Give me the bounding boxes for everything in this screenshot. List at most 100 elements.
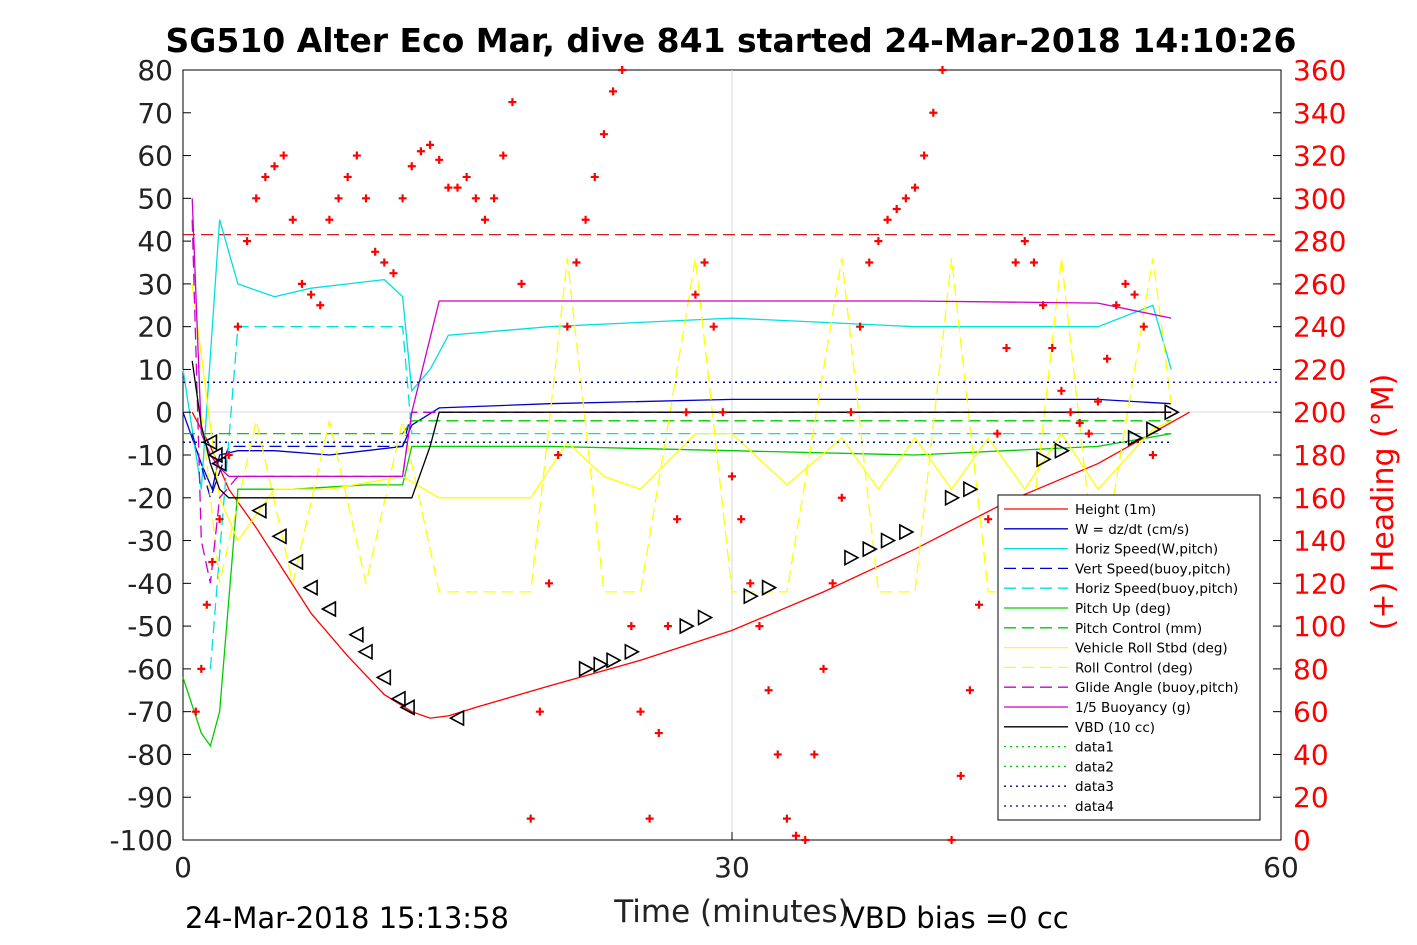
heading-point [1112,301,1121,310]
heading-point [197,664,206,673]
heading-point [673,515,682,524]
heading-point [1048,344,1057,353]
height-marker [348,626,364,644]
heading-point [1148,451,1157,459]
heading-point [590,172,599,181]
height-marker [697,609,714,626]
heading-point [682,408,691,417]
heading-point [572,258,581,267]
legend-label: Glide Angle (buoy,pitch) [1075,680,1239,696]
y-tick-label: 70 [137,97,173,130]
heading-point [1121,279,1130,288]
heading-point [892,205,901,214]
height-marker [287,553,304,571]
y-right-tick-label: 0 [1293,824,1311,857]
legend: Height (1m) W = dz/dt (cm/s) Horiz Speed(W… [997,494,1261,821]
heading-point [764,686,773,695]
legend-label: Height (1m) [1075,502,1156,518]
series-1-5-buoyancy-g [191,198,1172,478]
legend-label: W = dz/dt (cm/s) [1075,522,1189,538]
heading-point [737,515,746,524]
height-marker [862,540,878,558]
heading-point [297,279,306,288]
heading-point [782,814,791,823]
heading-point [208,557,217,566]
legend-label: 1/5 Buoyancy (g) [1075,700,1191,716]
series-horiz-speed-buoy-pitch [209,326,1172,669]
heading-point [993,429,1002,438]
heading-point [700,258,709,267]
footer-vbd-bias: VBD bias =0 cc [845,901,1069,935]
heading-point [435,155,444,164]
heading-point [1084,429,1093,438]
heading-point [599,130,608,139]
heading-point [654,729,663,738]
heading-points-group [192,66,1157,844]
height-marker [210,455,227,472]
heading-point [874,237,883,246]
heading-point [343,172,352,181]
heading-point [645,814,654,823]
legend-label: Horiz Speed(W,pitch) [1075,542,1218,558]
heading-point [191,707,200,716]
heading-point [728,472,736,481]
y-right-tick-label: 100 [1293,610,1346,643]
heading-point [389,269,398,278]
height-marker [375,669,392,686]
y-right-tick-label: 360 [1293,54,1346,87]
heading-point [1011,258,1020,267]
height-marker [1146,420,1162,438]
legend-label: data2 [1075,759,1114,775]
heading-point [846,408,855,417]
series-group [182,198,1190,748]
heading-point [526,814,535,823]
legend-label: data1 [1075,740,1114,756]
heading-point [581,215,590,224]
heading-point [901,194,910,203]
y-right-tick-label: 200 [1293,396,1346,429]
height-marker [593,656,609,673]
y-right-tick-label: 260 [1293,268,1346,301]
heading-point [1002,344,1011,353]
y-tick-label: 10 [137,353,173,386]
chart-title: SG510 Alter Eco Mar, dive 841 started 24… [166,21,1297,60]
y-tick-label: 30 [137,268,173,301]
y-right-tick-label: 340 [1293,97,1346,130]
height-marker [844,549,860,567]
heading-point [1020,237,1029,246]
y-tick-label: -90 [127,781,173,814]
height-marker [448,709,465,727]
y-right-tick-label: 60 [1293,696,1329,729]
height-marker [357,643,373,661]
height-marker [1127,429,1144,447]
series-pitch-up-deg [182,432,1172,748]
height-marker [679,617,695,635]
y-right-tick-label: 40 [1293,738,1329,771]
heading-point [462,172,471,181]
heading-point [490,194,499,203]
heading-point [535,707,544,716]
heading-point [965,686,974,695]
heading-point [202,600,211,609]
y-tick-label: 50 [137,182,173,215]
y-tick-label: 80 [137,54,173,87]
y-right-tick-label: 140 [1293,525,1346,558]
height-marker [390,690,406,708]
legend-label: Roll Control (deg) [1075,660,1193,676]
height-marker [944,489,961,507]
legend-label: Pitch Up (deg) [1075,601,1171,617]
height-marker [201,433,218,451]
heading-point [1130,290,1139,299]
height-marker [1054,442,1071,460]
legend-label: VBD (10 cc) [1075,720,1155,736]
heading-point [279,151,288,160]
y-tick-label: 0 [155,396,173,429]
series-height-1m [191,411,1190,719]
y-right-tick-label: 280 [1293,225,1346,258]
legend-label: Vehicle Roll Stbd (deg) [1075,641,1228,657]
heading-point [1103,354,1112,363]
heading-point [252,194,261,203]
heading-point [773,750,782,759]
heading-point [517,279,526,288]
heading-point [224,451,233,459]
